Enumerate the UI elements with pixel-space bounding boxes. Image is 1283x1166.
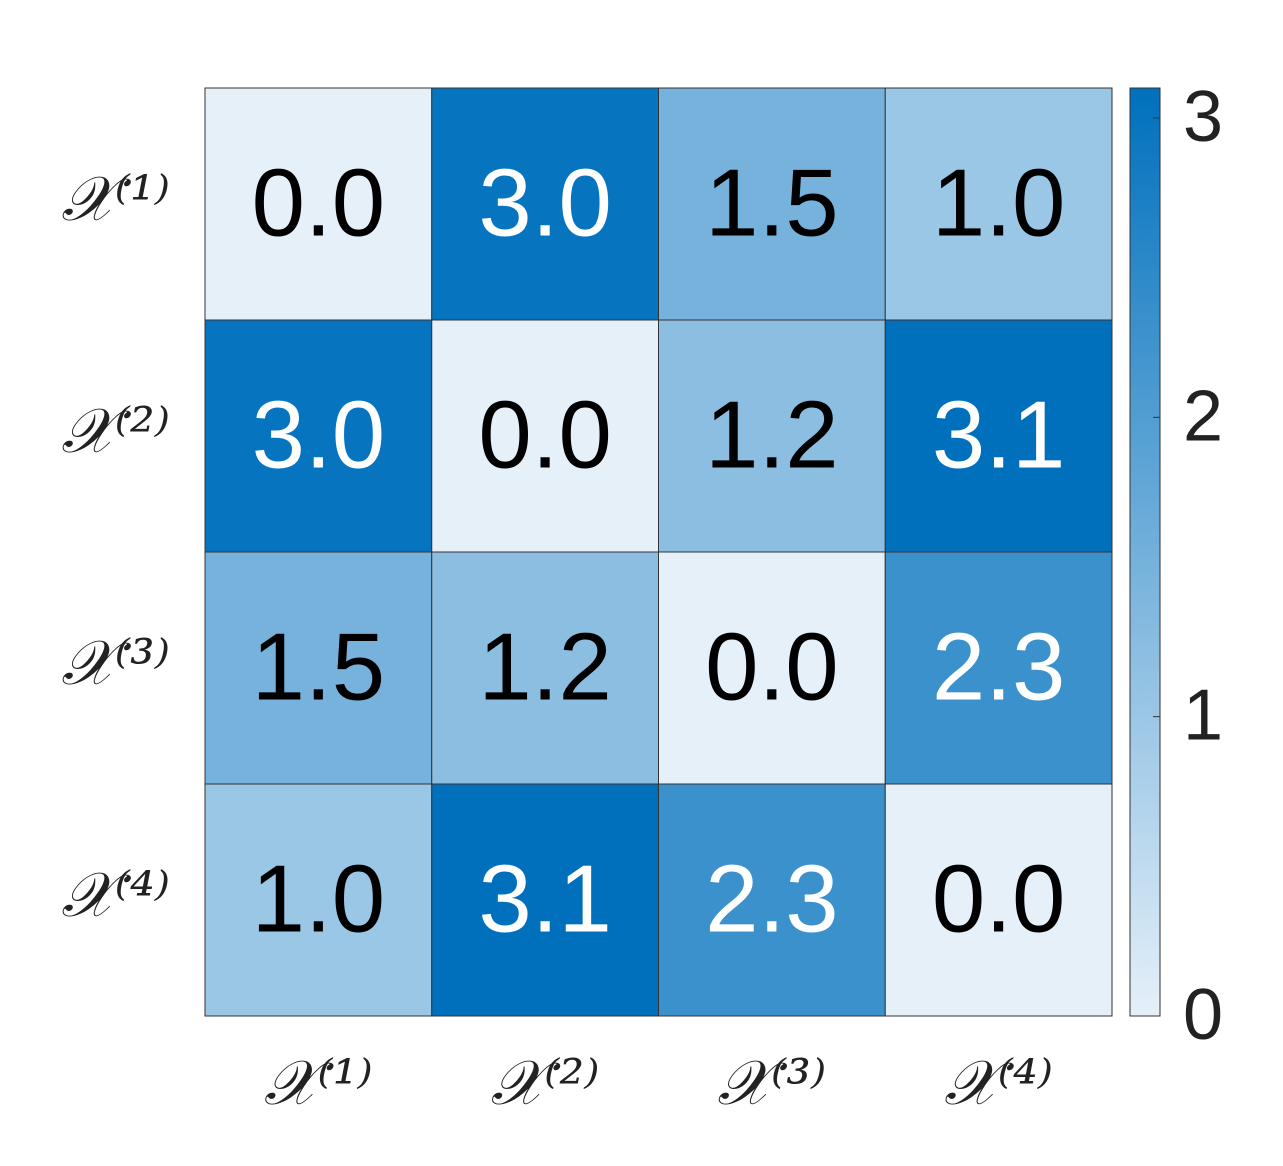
- cell-label: 1.0: [252, 845, 385, 952]
- colorbar-tick-label: 0: [1183, 975, 1223, 1055]
- cell-label: 3.0: [478, 149, 611, 256]
- cell-label: 2.3: [932, 613, 1065, 720]
- heatmap-cell: [204, 783, 433, 1017]
- heatmap-cell: [884, 783, 1113, 1017]
- colorbar-tick-label: 3: [1183, 77, 1223, 157]
- heatmap-cell: [884, 551, 1113, 785]
- cell-label: 3.1: [478, 845, 611, 952]
- heatmap-cell: [658, 87, 886, 321]
- cell-label: 3.0: [252, 381, 385, 488]
- cell-label: 0.0: [478, 381, 611, 488]
- heatmap-cell: [431, 319, 659, 553]
- heatmap-cell: [431, 87, 659, 321]
- cell-label: 1.2: [478, 613, 611, 720]
- y-tick-label: 𝒳⁽⁴⁾: [61, 858, 170, 931]
- cell-label: 1.0: [932, 149, 1065, 256]
- heatmap-cell: [431, 551, 659, 785]
- y-tick-label: 𝒳⁽²⁾: [61, 394, 170, 467]
- heatmap-cell: [884, 319, 1113, 553]
- colorbar-tick-label: 2: [1183, 376, 1223, 456]
- heatmap-cell: [204, 319, 433, 553]
- cell-label: 1.5: [252, 613, 385, 720]
- cell-label: 3.1: [932, 381, 1065, 488]
- cell-label: 1.5: [705, 149, 838, 256]
- cell-label: 2.3: [705, 845, 838, 952]
- y-tick-label: 𝒳⁽¹⁾: [61, 162, 170, 235]
- cell-label: 1.2: [705, 381, 838, 488]
- x-tick-label: 𝒳⁽⁴⁾: [944, 1046, 1053, 1119]
- x-tick-label: 𝒳⁽³⁾: [718, 1046, 827, 1119]
- cell-label: 0.0: [252, 149, 385, 256]
- heatmap-cell: [658, 783, 886, 1017]
- heatmap-cell: [658, 319, 886, 553]
- cell-label: 0.0: [932, 845, 1065, 952]
- heatmap-cell: [204, 87, 433, 321]
- heatmap-cell: [431, 783, 659, 1017]
- colorbar-tick-label: 1: [1183, 676, 1223, 756]
- cell-label: 0.0: [705, 613, 838, 720]
- x-tick-label: 𝒳⁽¹⁾: [264, 1046, 373, 1119]
- y-tick-label: 𝒳⁽³⁾: [61, 626, 170, 699]
- x-tick-label: 𝒳⁽²⁾: [491, 1046, 600, 1119]
- colorbar: [1129, 87, 1161, 1017]
- heatmap-cell: [884, 87, 1113, 321]
